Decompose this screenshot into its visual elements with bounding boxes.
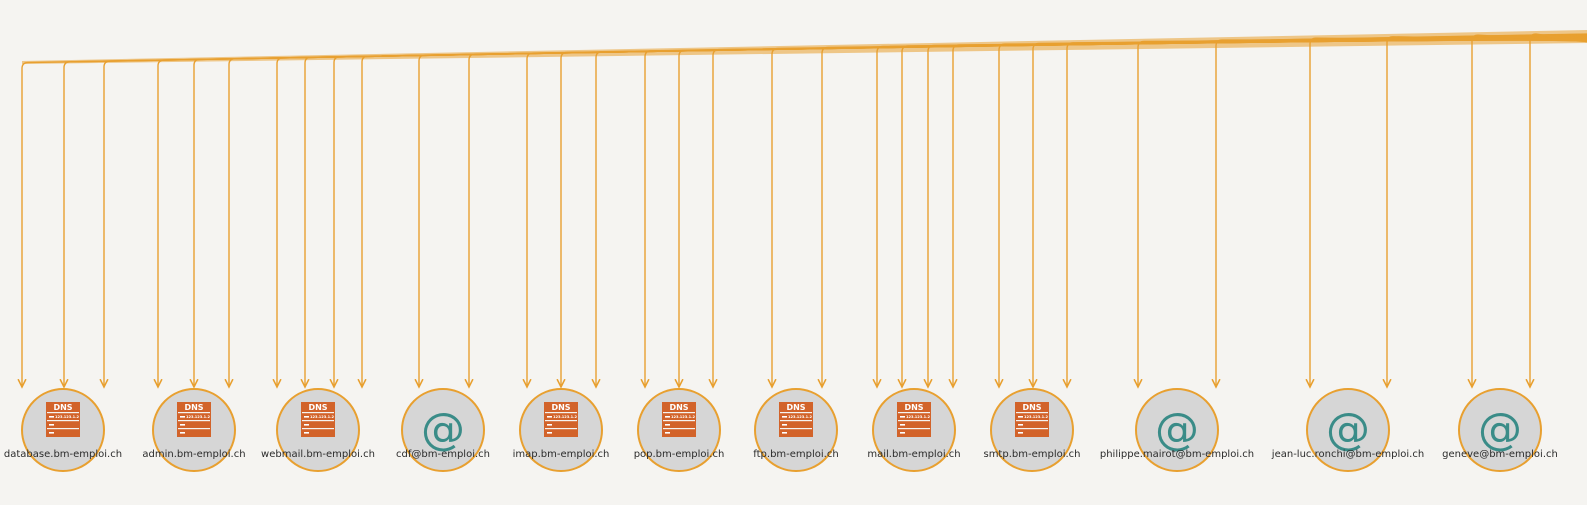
edge-arrow xyxy=(1530,33,1587,387)
dns-node[interactable]: DNS 123.123.1.2 webmail.bm-emploi.ch xyxy=(261,388,375,472)
dns-node[interactable]: DNS 123.123.1.2 mail.bm-emploi.ch xyxy=(867,388,961,472)
email-node[interactable]: @jean-luc.ronchi@bm-emploi.ch xyxy=(1271,388,1424,472)
edge-arrow xyxy=(1138,39,1587,387)
edge-layer xyxy=(22,30,1587,387)
node-label: philippe.mairot@bm-emploi.ch xyxy=(1100,449,1254,460)
dns-server-icon: DNS 123.123.1.2 xyxy=(46,402,80,437)
node-label: webmail.bm-emploi.ch xyxy=(261,449,375,460)
svg-text:DNS: DNS xyxy=(904,403,923,412)
dns-server-icon: DNS 123.123.1.2 xyxy=(662,402,696,437)
node-label: cdf@bm-emploi.ch xyxy=(396,449,490,460)
edge-arrow xyxy=(953,38,1587,387)
node-label: pop.bm-emploi.ch xyxy=(634,449,725,460)
at-sign-icon: @ xyxy=(421,404,465,455)
svg-text:123.123.1.2: 123.123.1.2 xyxy=(553,415,578,419)
edge-arrow xyxy=(772,37,1587,387)
edge-arrow xyxy=(1067,38,1587,387)
svg-text:123.123.1.2: 123.123.1.2 xyxy=(1024,415,1049,419)
svg-text:123.123.1.2: 123.123.1.2 xyxy=(788,415,813,419)
edge-arrow xyxy=(362,35,1587,387)
node-layer: DNS 123.123.1.2 database.bm-emploi.ch DNS 12… xyxy=(4,388,1558,472)
edge-arrow xyxy=(713,36,1587,387)
edge-arrow xyxy=(527,35,1587,387)
edge-arrow xyxy=(22,33,1587,387)
node-label: database.bm-emploi.ch xyxy=(4,449,122,460)
node-label: imap.bm-emploi.ch xyxy=(513,449,610,460)
svg-text:DNS: DNS xyxy=(1022,403,1041,412)
dns-node[interactable]: DNS 123.123.1.2 admin.bm-emploi.ch xyxy=(142,388,246,472)
svg-text:DNS: DNS xyxy=(551,403,570,412)
dns-node[interactable]: DNS 123.123.1.2 pop.bm-emploi.ch xyxy=(634,388,725,472)
node-label: jean-luc.ronchi@bm-emploi.ch xyxy=(1271,449,1424,460)
at-sign-icon: @ xyxy=(1326,404,1370,455)
svg-text:DNS: DNS xyxy=(669,403,688,412)
node-label: geneve@bm-emploi.ch xyxy=(1442,449,1558,460)
svg-text:DNS: DNS xyxy=(53,403,72,412)
at-sign-icon: @ xyxy=(1478,404,1522,455)
dns-server-icon: DNS 123.123.1.2 xyxy=(177,402,211,437)
svg-text:123.123.1.2: 123.123.1.2 xyxy=(186,415,211,419)
dns-server-icon: DNS 123.123.1.2 xyxy=(544,402,578,437)
node-label: smtp.bm-emploi.ch xyxy=(983,449,1080,460)
edge-arrow xyxy=(104,33,1587,387)
dns-server-icon: DNS 123.123.1.2 xyxy=(779,402,813,437)
edge-arrow xyxy=(596,36,1587,387)
svg-text:DNS: DNS xyxy=(786,403,805,412)
edge-arrow xyxy=(561,36,1587,387)
dns-node[interactable]: DNS 123.123.1.2 ftp.bm-emploi.ch xyxy=(753,388,839,472)
edge-arrow xyxy=(877,37,1587,387)
svg-text:123.123.1.2: 123.123.1.2 xyxy=(310,415,335,419)
edge-arrow xyxy=(1387,36,1587,387)
node-label: admin.bm-emploi.ch xyxy=(142,449,245,460)
node-circle xyxy=(401,388,485,472)
edge-arrow xyxy=(419,35,1587,387)
dns-server-icon: DNS 123.123.1.2 xyxy=(1015,402,1049,437)
dns-node[interactable]: DNS 123.123.1.2 database.bm-emploi.ch xyxy=(4,388,122,472)
edge-arrow xyxy=(305,34,1587,387)
at-sign-icon: @ xyxy=(1155,404,1199,455)
dns-server-icon: DNS 123.123.1.2 xyxy=(897,402,931,437)
node-circle xyxy=(1306,388,1390,472)
edge-arrow xyxy=(334,34,1587,387)
svg-text:123.123.1.2: 123.123.1.2 xyxy=(671,415,696,419)
svg-text:123.123.1.2: 123.123.1.2 xyxy=(906,415,931,419)
edge-arrow xyxy=(277,34,1587,387)
edge-arrow xyxy=(645,36,1587,387)
edge-arrow xyxy=(1472,34,1587,387)
node-circle xyxy=(1458,388,1542,472)
edge-arrow xyxy=(229,34,1587,387)
edge-arrow xyxy=(194,34,1587,387)
edge-arrow xyxy=(1216,39,1587,387)
edge-arrow xyxy=(928,37,1587,387)
svg-text:DNS: DNS xyxy=(308,403,327,412)
svg-text:DNS: DNS xyxy=(184,403,203,412)
email-node[interactable]: @philippe.mairot@bm-emploi.ch xyxy=(1100,388,1254,472)
email-node[interactable]: @cdf@bm-emploi.ch xyxy=(396,388,490,472)
dns-server-icon: DNS 123.123.1.2 xyxy=(301,402,335,437)
node-circle xyxy=(1135,388,1219,472)
edge-arrow xyxy=(1310,37,1587,387)
edge-arrow xyxy=(902,37,1587,387)
svg-text:123.123.1.2: 123.123.1.2 xyxy=(55,415,80,419)
node-label: mail.bm-emploi.ch xyxy=(867,449,960,460)
email-node[interactable]: @geneve@bm-emploi.ch xyxy=(1442,388,1558,472)
node-label: ftp.bm-emploi.ch xyxy=(753,449,838,460)
edge-arrow xyxy=(64,33,1587,387)
edge-arrow xyxy=(469,35,1587,387)
edge-arrow xyxy=(679,36,1587,387)
dns-node[interactable]: DNS 123.123.1.2 imap.bm-emploi.ch xyxy=(513,388,610,472)
edge-arrow xyxy=(158,34,1587,387)
edge-arrow xyxy=(822,37,1587,387)
dns-node[interactable]: DNS 123.123.1.2 smtp.bm-emploi.ch xyxy=(983,388,1081,472)
edge-arrow xyxy=(1033,38,1587,387)
edge-arrow xyxy=(999,38,1587,387)
